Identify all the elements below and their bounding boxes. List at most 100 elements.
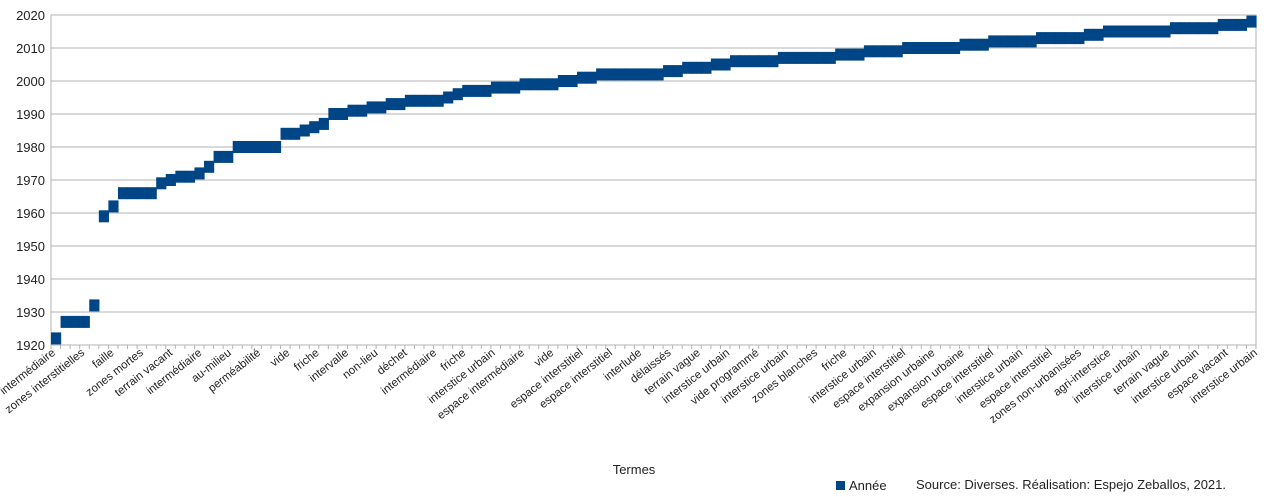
data-point: [471, 84, 482, 97]
data-point: [576, 71, 588, 84]
data-point: [500, 81, 511, 94]
y-tick-label: 1930: [16, 305, 45, 320]
data-point: [777, 51, 788, 64]
data-point: [624, 68, 635, 81]
y-tick-label: 1990: [16, 107, 45, 122]
data-point: [223, 150, 234, 163]
data-point: [959, 38, 970, 51]
data-point: [98, 210, 109, 223]
data-point: [127, 187, 138, 200]
data-point: [261, 141, 272, 153]
data-point: [213, 150, 224, 163]
data-point: [414, 94, 425, 107]
data-point: [1160, 25, 1171, 38]
data-point: [395, 98, 406, 111]
data-point: [1045, 32, 1056, 45]
legend-label: Année: [849, 478, 887, 493]
data-point: [1007, 35, 1018, 48]
data-point: [663, 65, 674, 78]
data-point: [299, 124, 310, 137]
legend: Année: [836, 478, 887, 493]
data-point: [605, 68, 616, 81]
data-point: [653, 68, 664, 81]
data-point: [1208, 22, 1219, 35]
data-point: [921, 42, 932, 54]
data-point: [79, 315, 90, 328]
data-point: [691, 61, 702, 74]
data-point: [337, 108, 349, 120]
data-point: [787, 51, 798, 64]
y-tick-label: 1980: [16, 140, 45, 155]
data-point: [156, 177, 167, 190]
source-note: Source: Diverses. Réalisation: Espejo Ze…: [916, 477, 1226, 492]
data-point: [490, 81, 502, 94]
y-tick-label: 2010: [16, 41, 45, 56]
data-point: [672, 65, 683, 78]
data-point: [806, 51, 817, 64]
data-point: [615, 68, 626, 81]
data-point: [567, 75, 578, 87]
data-point: [720, 58, 731, 71]
data-point: [1131, 25, 1142, 38]
data-point: [634, 68, 645, 81]
y-tick-label: 1920: [16, 338, 45, 353]
data-point: [481, 84, 492, 97]
data-point: [749, 55, 760, 68]
data-point: [1102, 25, 1114, 38]
data-point: [940, 42, 951, 54]
data-point: [51, 332, 62, 345]
data-point: [347, 104, 358, 117]
data-point: [165, 174, 176, 186]
y-tick-label: 1940: [16, 272, 45, 287]
data-point: [242, 141, 253, 153]
data-point: [1141, 25, 1152, 38]
data-point: [328, 108, 339, 120]
data-point: [1026, 35, 1037, 48]
data-point: [184, 170, 196, 183]
data-point: [251, 141, 262, 153]
data-point: [280, 127, 291, 140]
data-point: [357, 104, 368, 117]
data-point: [1198, 22, 1209, 35]
data-point: [844, 48, 855, 61]
grid: [50, 14, 1257, 346]
data-point: [586, 71, 597, 84]
data-point: [146, 187, 157, 200]
data-point: [596, 68, 607, 81]
data-point: [997, 35, 1008, 48]
data-point: [433, 94, 444, 107]
data-points: [51, 15, 1257, 345]
data-point: [60, 315, 71, 328]
data-point: [988, 35, 999, 48]
data-point: [949, 42, 961, 54]
data-point: [1227, 18, 1238, 31]
legend-swatch: [836, 481, 845, 490]
data-point: [376, 101, 387, 114]
data-point: [510, 81, 521, 94]
data-point: [1064, 32, 1075, 45]
data-point: [978, 38, 989, 51]
data-point: [730, 55, 741, 68]
data-point: [70, 315, 81, 328]
data-point: [873, 45, 884, 58]
data-point: [1093, 28, 1104, 41]
data-point: [309, 121, 320, 134]
x-tick-label: vide: [268, 347, 292, 369]
y-tick-label: 1960: [16, 206, 45, 221]
data-point: [175, 170, 186, 183]
data-point: [366, 101, 377, 114]
data-point: [768, 55, 779, 68]
data-point: [902, 42, 913, 54]
data-point: [404, 94, 416, 107]
data-point: [1150, 25, 1161, 38]
data-point: [796, 51, 808, 64]
data-point: [89, 299, 100, 312]
data-point: [1169, 22, 1181, 35]
data-point: [194, 167, 205, 180]
data-point: [835, 48, 846, 61]
data-point: [1055, 32, 1066, 45]
data-point: [204, 160, 215, 173]
data-point: [385, 98, 396, 111]
data-point: [290, 127, 301, 140]
